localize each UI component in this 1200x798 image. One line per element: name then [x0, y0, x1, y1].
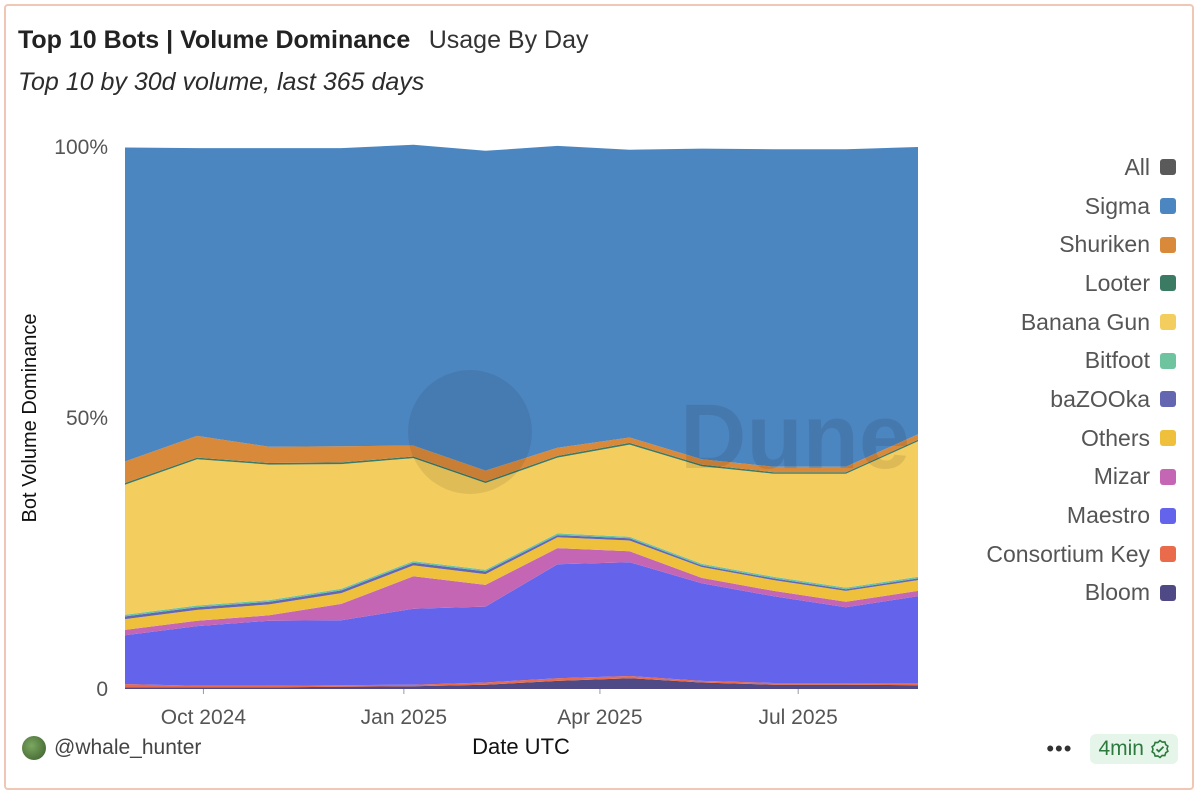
legend-swatch [1160, 507, 1176, 524]
y-tick-label: 100% [54, 136, 108, 159]
legend-item[interactable]: Others [986, 419, 1176, 458]
legend-item[interactable]: Banana Gun [986, 303, 1176, 342]
chart-title: Top 10 Bots | Volume Dominance [18, 26, 411, 54]
legend-swatch [1160, 468, 1176, 485]
legend-swatch [1160, 391, 1176, 408]
area-bazooka[interactable] [125, 535, 918, 620]
legend-label: baZOOka [1050, 385, 1150, 412]
legend-label: Others [1080, 424, 1150, 451]
legend-label: All [1124, 153, 1150, 180]
legend-label: Maestro [1066, 502, 1150, 529]
check-badge-icon [1151, 739, 1169, 759]
legend-swatch [1160, 236, 1176, 253]
chart-areas [125, 144, 918, 689]
y-tick-label: 50% [66, 407, 108, 430]
legend-label: Banana Gun [1020, 308, 1150, 335]
y-axis-label: Bot Volume Dominance [19, 313, 41, 522]
legend-item[interactable]: Shuriken [986, 225, 1176, 264]
x-axis-label: Date UTC [472, 734, 570, 759]
legend-label: Sigma [1084, 192, 1150, 219]
area-shuriken[interactable] [125, 434, 918, 483]
area-mizar[interactable] [125, 548, 918, 636]
chart-subtitle: Usage By Day [428, 26, 589, 54]
legend-item[interactable]: Bloom [986, 574, 1176, 613]
legend-item[interactable]: Bitfoot [986, 341, 1176, 380]
legend-swatch [1160, 584, 1176, 601]
legend-swatch [1160, 352, 1176, 369]
legend-label: Looter [1084, 269, 1150, 296]
area-banana-gun[interactable] [125, 441, 918, 615]
area-consortium-key[interactable] [125, 676, 918, 688]
avatar [22, 736, 46, 760]
watermark-logo [408, 370, 532, 494]
legend-label: Bitfoot [1084, 347, 1150, 374]
more-options-button[interactable]: ••• [1046, 736, 1073, 761]
author-handle[interactable]: @whale_hunter [54, 736, 202, 759]
legend-swatch [1160, 314, 1176, 331]
legend-item[interactable]: Looter [986, 264, 1176, 303]
refresh-badge[interactable]: 4min [1090, 734, 1178, 764]
legend-item[interactable]: Maestro [986, 496, 1176, 535]
legend-swatch [1160, 275, 1176, 292]
chart-legend: All Sigma Shuriken Looter Banana Gun Bitfoot b… [986, 148, 1176, 612]
legend-label: Mizar [1093, 463, 1150, 490]
x-tick-label: Apr 2025 [557, 706, 642, 729]
legend-swatch [1160, 198, 1176, 215]
legend-swatch [1160, 546, 1176, 563]
chart-axes: 0 50% 100% Oct 2024 Jan 2025 Apr 2025 Jul 2025 [54, 136, 838, 729]
x-tick-label: Jul 2025 [758, 706, 837, 729]
author-block[interactable]: @whale_hunter [22, 736, 201, 760]
watermark-text: Dune [680, 386, 910, 488]
x-tick-label: Oct 2024 [161, 706, 247, 729]
legend-swatch [1160, 159, 1176, 176]
legend-swatch [1160, 430, 1176, 447]
legend-item[interactable]: Consortium Key [986, 535, 1176, 574]
chart-description: Top 10 by 30d volume, last 365 days [18, 68, 425, 96]
legend-label: Bloom [1084, 579, 1150, 606]
legend-label: Shuriken [1059, 231, 1150, 258]
legend-item[interactable]: All [986, 148, 1176, 187]
footer-actions: ••• 4min [1046, 734, 1178, 764]
legend-item[interactable]: Mizar [986, 458, 1176, 497]
x-tick-label: Jan 2025 [361, 706, 447, 729]
chart-header: Top 10 Bots | Volume Dominance Usage By … [18, 26, 589, 55]
refresh-time: 4min [1098, 737, 1144, 760]
area-bloom[interactable] [125, 678, 918, 689]
area-maestro[interactable] [125, 562, 918, 686]
y-tick-label: 0 [96, 678, 108, 701]
area-others[interactable] [125, 537, 918, 630]
legend-label: Consortium Key [986, 540, 1150, 567]
area-sigma[interactable] [125, 144, 918, 471]
legend-item[interactable]: baZOOka [986, 380, 1176, 419]
area-bitfoot[interactable] [125, 533, 918, 617]
legend-item[interactable]: Sigma [986, 187, 1176, 226]
